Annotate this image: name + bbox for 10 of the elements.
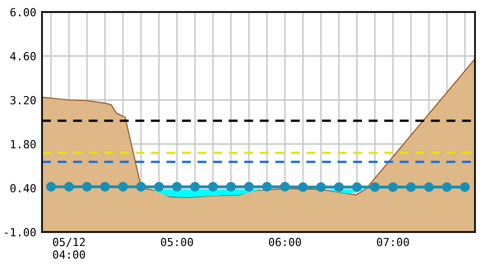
x-tick-label: 06:00: [268, 238, 301, 246]
y-tick-label: 3.20: [10, 96, 36, 104]
y-tick-label: -1.00: [4, 228, 36, 236]
x-tick-label: 07:00: [376, 238, 409, 246]
y-tick-label: 6.00: [10, 8, 36, 16]
y-tick-label: 4.60: [10, 52, 36, 60]
y-tick-label: 1.80: [11, 140, 36, 148]
x-tick-label: 05:00: [160, 238, 193, 246]
y-tick-label: 0.40: [10, 184, 36, 192]
x-tick-label: 05/12 04:00: [52, 238, 85, 259]
